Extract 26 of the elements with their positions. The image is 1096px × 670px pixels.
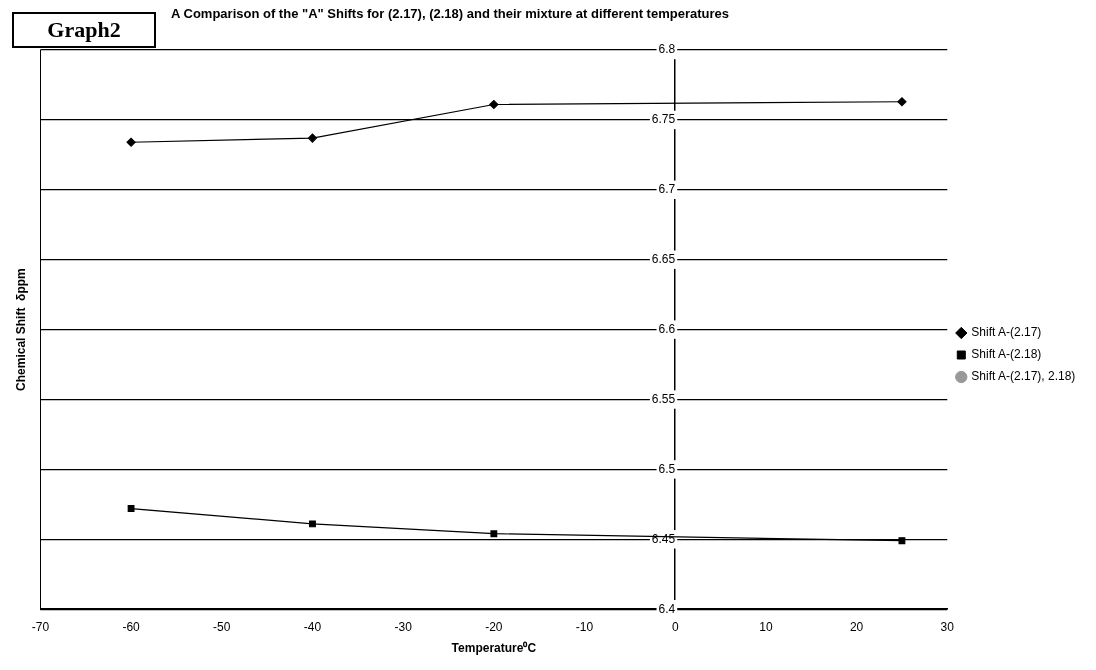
x-tick-label: -70 bbox=[31, 619, 50, 634]
y-tick-label: 6.5 bbox=[658, 461, 676, 476]
x-tick-label: -50 bbox=[213, 619, 231, 634]
x-tick-label: -60 bbox=[122, 619, 141, 634]
legend-label: Shift A-(2.17) bbox=[971, 325, 1042, 340]
y-tick-label: 6.7 bbox=[658, 182, 676, 197]
x-axis-title: Temperature⁰C bbox=[451, 641, 537, 656]
y-tick-label: 6.4 bbox=[658, 601, 676, 616]
y-tick-label: 6.8 bbox=[658, 42, 676, 57]
y-tick-label: 6.75 bbox=[651, 112, 676, 127]
y-axis-title: Chemical Shift δppm bbox=[13, 268, 28, 391]
x-tick-label: -40 bbox=[303, 619, 322, 634]
caption: Graph2 bbox=[12, 12, 156, 48]
x-tick-label: 0 bbox=[671, 619, 679, 634]
y-tick-label: 6.65 bbox=[651, 252, 676, 267]
x-tick-label: -10 bbox=[575, 619, 594, 634]
x-tick-label: 30 bbox=[940, 619, 955, 634]
chart-title: A Comparison of the "A" Shifts for (2.17), (2.18) and their mixture at different temperatures bbox=[170, 6, 730, 22]
y-tick-label: 6.55 bbox=[651, 391, 676, 406]
legend-label: Shift A-(2.18) bbox=[971, 347, 1042, 362]
x-tick-label: 20 bbox=[849, 619, 864, 634]
y-tick-label: 6.6 bbox=[658, 321, 676, 336]
legend-label: Shift A-(2.17), 2.18) bbox=[971, 369, 1076, 384]
x-tick-label: -20 bbox=[485, 619, 503, 634]
x-tick-label: 10 bbox=[759, 619, 773, 634]
x-tick-label: -30 bbox=[394, 619, 413, 634]
